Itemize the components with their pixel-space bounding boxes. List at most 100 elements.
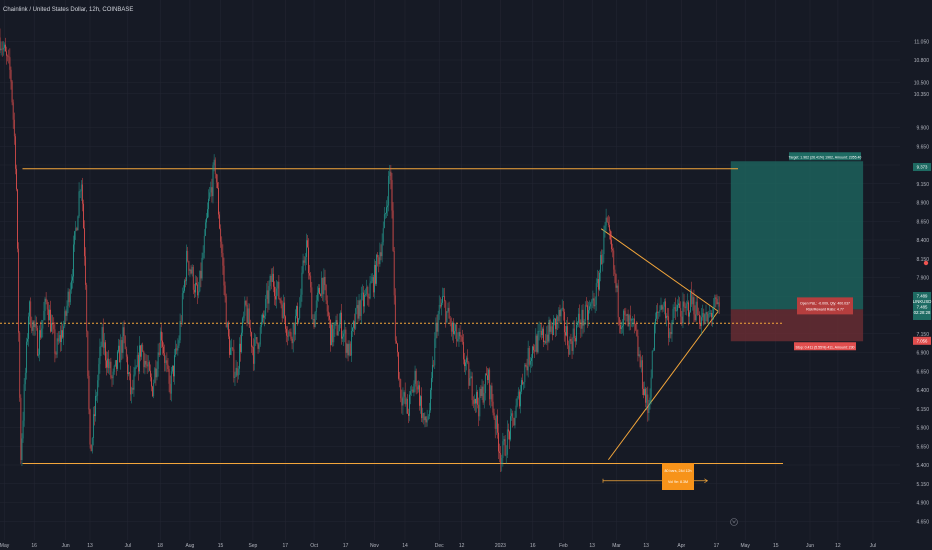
candle-body <box>2 47 4 50</box>
candle-body <box>212 165 214 197</box>
price-tick-label: 10.350 <box>914 92 930 98</box>
candle-body <box>673 307 675 309</box>
time-tick-label: 13 <box>87 543 93 549</box>
candle-body <box>471 376 473 401</box>
candle-body <box>467 357 469 363</box>
candle-body <box>410 391 412 395</box>
candle-body <box>364 295 365 307</box>
candle-body <box>595 283 597 305</box>
candle-body <box>289 331 291 333</box>
candle-body <box>680 307 682 317</box>
candle-body <box>431 378 432 390</box>
candle-body <box>340 312 341 323</box>
candle-body <box>284 302 285 317</box>
price-axis[interactable]: 11.05010.80010.50010.3509.9009.6509.4009… <box>900 0 932 550</box>
candle-body <box>387 205 388 208</box>
candle-body <box>457 339 459 342</box>
candle-body <box>203 235 205 253</box>
candle-body <box>565 332 566 336</box>
candle-body <box>96 395 97 397</box>
candle-body <box>108 358 110 369</box>
candle-body <box>423 413 425 421</box>
candle-body <box>514 417 516 426</box>
candle-body <box>114 360 116 366</box>
candle-body <box>56 338 58 355</box>
candle-body <box>33 321 35 327</box>
stop-zone[interactable] <box>730 309 864 342</box>
target-zone[interactable] <box>730 161 864 310</box>
candle-body <box>279 298 281 301</box>
candle-body <box>19 332 21 398</box>
drawing-lines[interactable] <box>0 168 783 464</box>
candle-body <box>316 292 318 301</box>
candle-body <box>718 302 720 307</box>
candle-body <box>225 296 227 328</box>
candle-body <box>266 290 268 299</box>
candle-body <box>30 301 32 327</box>
candle-body <box>135 366 137 368</box>
scroll-to-realtime-button[interactable] <box>730 518 738 526</box>
candle-body <box>694 314 696 321</box>
candle-body <box>62 330 63 338</box>
candle-body <box>297 306 298 323</box>
candle-body <box>713 307 715 314</box>
current-price-badge[interactable] <box>913 292 931 320</box>
candle-body <box>505 454 507 456</box>
time-axis[interactable]: May 16 Jun 13 Jul 18 Aug 15 Sep 17 Oct 17 Nov 14 Dec 12… <box>0 518 932 550</box>
candle-body <box>581 309 583 329</box>
price-tick-label: 9.650 <box>916 144 929 150</box>
candle-body <box>346 344 348 353</box>
candle-body <box>489 369 491 400</box>
candle-body <box>683 301 685 307</box>
candle-body <box>421 396 422 419</box>
candle-body <box>183 290 184 294</box>
candle-body <box>707 313 709 322</box>
candle-body <box>425 416 427 423</box>
candle-series <box>0 28 720 472</box>
candle-body <box>416 386 418 390</box>
candle-body <box>158 352 160 356</box>
time-tick-label: Jul <box>125 543 131 549</box>
candle-body <box>92 414 94 439</box>
candle-body <box>436 322 438 332</box>
candle-body <box>295 315 296 335</box>
candle-body <box>424 416 426 421</box>
candle-body <box>211 187 213 197</box>
triangle-upper-line[interactable] <box>600 228 719 312</box>
candle-body <box>50 309 51 332</box>
triangle-lower-line[interactable] <box>607 310 719 461</box>
candle-body <box>40 330 41 338</box>
pnl-label-box <box>797 297 853 315</box>
candle-body <box>466 357 467 363</box>
candle-body <box>670 331 672 335</box>
target-price-badge[interactable] <box>913 163 931 172</box>
candle-body <box>296 306 297 316</box>
candle-body <box>631 319 632 321</box>
candle-body <box>435 322 437 339</box>
date-range-tool[interactable]: 80 bars, 24d 12h Vol 9e: 8.3M <box>602 463 709 490</box>
candle-body <box>321 277 323 297</box>
candle-body <box>494 418 496 429</box>
candle-body <box>304 257 306 263</box>
stop-price-badge[interactable] <box>913 336 931 345</box>
candle-body <box>571 341 573 351</box>
candle-body <box>234 376 236 378</box>
candle-body <box>396 340 397 344</box>
candle-body <box>17 189 18 249</box>
candle-body <box>123 327 125 337</box>
candle-body <box>555 318 556 330</box>
candle-body <box>546 334 548 343</box>
candle-body <box>385 213 386 215</box>
candle-body <box>193 289 195 293</box>
candle-body <box>382 228 384 243</box>
candle-body <box>22 420 24 439</box>
candle-body <box>49 309 50 321</box>
candle-body <box>480 388 482 396</box>
candle-body <box>522 380 523 385</box>
candle-body <box>202 252 204 258</box>
candle-body <box>198 291 200 296</box>
candle-body <box>582 309 584 326</box>
candle-body <box>259 327 261 345</box>
long-position-tool[interactable]: Target: 1.962 (26.41%) 1962, Amount: 235… <box>730 152 864 351</box>
